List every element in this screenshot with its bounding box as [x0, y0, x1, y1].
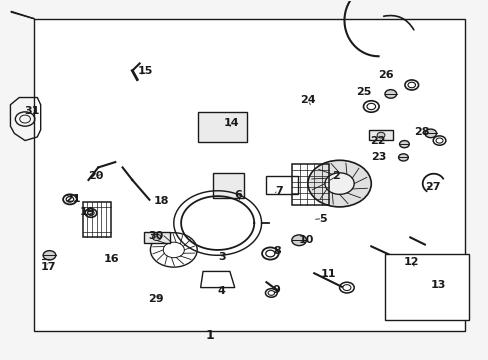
Circle shape: [325, 173, 353, 194]
Text: 12: 12: [403, 257, 419, 267]
Bar: [292, 164, 328, 205]
Text: 14: 14: [224, 118, 239, 128]
Text: 20: 20: [88, 171, 103, 181]
Text: 9: 9: [272, 285, 280, 296]
Text: 15: 15: [138, 66, 153, 76]
Text: 1: 1: [205, 329, 214, 342]
Circle shape: [152, 234, 161, 240]
Bar: [143, 232, 169, 243]
Circle shape: [291, 235, 306, 246]
Text: 13: 13: [429, 280, 445, 290]
Bar: [34, 19, 464, 331]
Text: 6: 6: [234, 190, 242, 201]
Text: 3: 3: [218, 252, 226, 262]
Bar: [368, 130, 392, 140]
Text: 29: 29: [148, 294, 163, 305]
Text: 28: 28: [413, 127, 429, 136]
Text: 21: 21: [65, 194, 81, 204]
Text: 16: 16: [104, 254, 120, 264]
Text: 30: 30: [148, 231, 163, 240]
Circle shape: [424, 129, 436, 138]
Text: 24: 24: [300, 95, 316, 105]
Text: 18: 18: [154, 196, 169, 206]
Circle shape: [410, 270, 428, 283]
Text: 10: 10: [298, 234, 313, 244]
Circle shape: [376, 132, 384, 138]
Text: 31: 31: [25, 106, 40, 116]
Circle shape: [399, 140, 408, 148]
Circle shape: [384, 90, 396, 98]
Text: 25: 25: [355, 87, 370, 97]
Text: 23: 23: [370, 152, 386, 162]
Text: 22: 22: [369, 136, 385, 146]
Bar: [198, 112, 246, 142]
Text: 17: 17: [41, 262, 56, 272]
Text: 11: 11: [320, 269, 335, 279]
Circle shape: [398, 154, 407, 161]
Bar: [401, 262, 415, 273]
Text: 8: 8: [273, 246, 281, 256]
Text: 2: 2: [332, 171, 339, 181]
Text: 19: 19: [80, 207, 96, 217]
Bar: [384, 254, 468, 320]
Text: 26: 26: [378, 70, 393, 80]
Circle shape: [43, 251, 56, 260]
Text: 27: 27: [424, 182, 440, 192]
Text: 5: 5: [318, 214, 325, 224]
Bar: [212, 173, 244, 198]
Circle shape: [307, 160, 370, 207]
Text: 7: 7: [274, 186, 282, 196]
Text: 4: 4: [217, 286, 225, 296]
Bar: [82, 202, 111, 237]
